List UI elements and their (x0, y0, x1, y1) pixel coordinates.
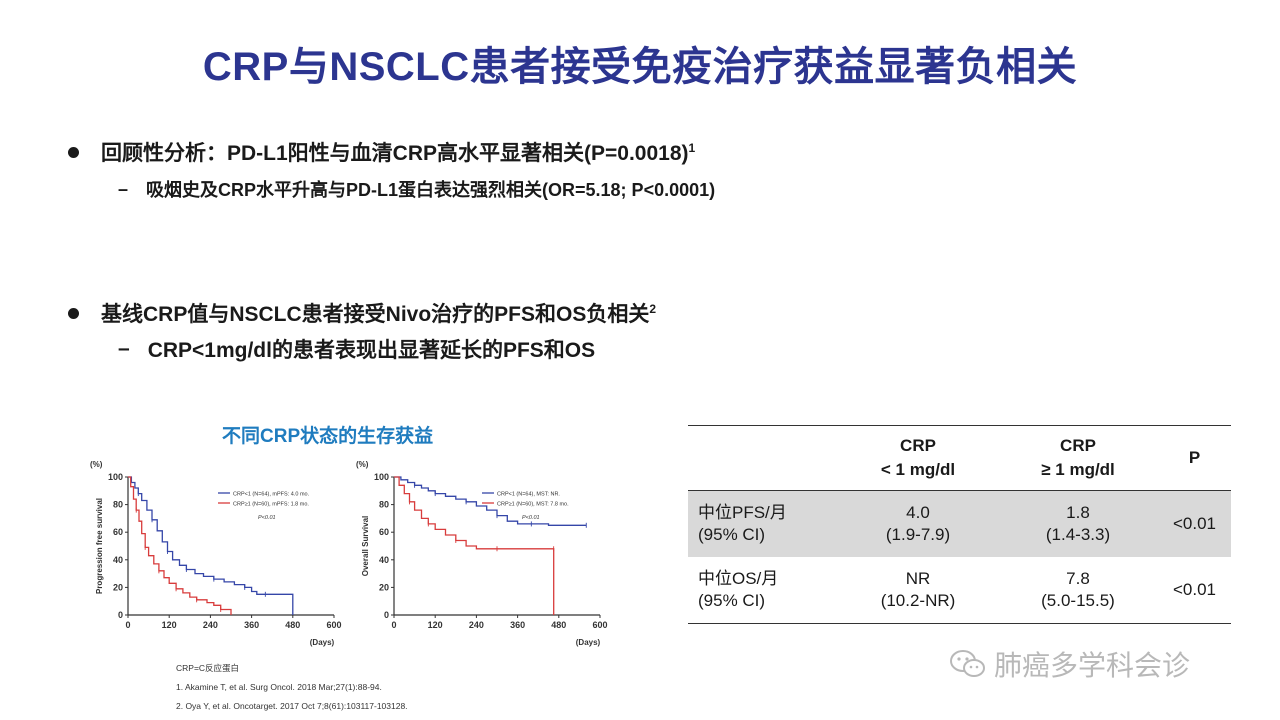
legend-entry: CRP<1 (N=64), mPFS: 4.0 mo. (233, 492, 310, 498)
y-tick-label: 0 (384, 610, 389, 620)
bullet-2-text: 基线CRP值与NSCLC患者接受Nivo治疗的PFS和OS负相关2 (101, 302, 657, 326)
results-table: CRP < 1 mg/dl CRP ≥ 1 mg/dl P 中位PFS/月 (95% … (688, 425, 1231, 624)
dash-icon: – (118, 337, 130, 360)
table-cell: 7.8 (5.0-15.5) (998, 557, 1158, 624)
footnote-ref-1: 1. Akamine T, et al. Surg Oncol. 2018 Ma… (176, 682, 382, 692)
table-header-cell (688, 425, 838, 491)
table-cell: NR (10.2-NR) (838, 557, 998, 624)
table-header-cell: P (1158, 425, 1231, 491)
y-tick-label: 20 (379, 582, 389, 592)
x-tick-label: 480 (285, 620, 300, 630)
legend-entry: CRP≥1 (N=60), MST: 7.8 mo. (497, 502, 569, 508)
x-tick-label: 120 (162, 620, 177, 630)
bullet-2: 基线CRP值与NSCLC患者接受Nivo治疗的PFS和OS负相关2 (68, 298, 656, 328)
footnotes: CRP=C反应蛋白 1. Akamine T, et al. Surg Onco… (176, 659, 408, 716)
x-tick-label: 480 (551, 620, 566, 630)
x-tick-label: 360 (244, 620, 259, 630)
table-header-cell: CRP < 1 mg/dl (838, 425, 998, 491)
footnote-abbrev: CRP=C反应蛋白 (176, 663, 240, 673)
y-axis-label: Overall Survival (361, 516, 370, 576)
table-row: 中位OS/月 (95% CI) NR (10.2-NR) 7.8 (5.0-15.5)… (688, 557, 1231, 624)
page-title: CRP与NSCLC患者接受免疫治疗获益显著负相关 (202, 45, 1078, 89)
bullet-2-sub: – CRP<1mg/dl的患者表现出显著延长的PFS和OS (118, 334, 595, 364)
y-axis-label: Progression free survival (95, 498, 104, 594)
y-unit-label: (%) (90, 460, 103, 469)
x-tick-label: 0 (125, 620, 130, 630)
p-value-annotation: P<0.01 (522, 515, 540, 521)
y-tick-label: 40 (113, 555, 123, 565)
watermark: 肺癌多学科会诊 (948, 644, 1190, 684)
y-tick-label: 100 (108, 472, 123, 482)
x-tick-label: 120 (428, 620, 443, 630)
series-line-1 (128, 476, 232, 615)
km-title: 不同CRP状态的生存获益 (222, 426, 434, 447)
bullet-2-sub-text: CRP<1mg/dl的患者表现出显著延长的PFS和OS (147, 339, 596, 362)
y-unit-label: (%) (356, 460, 369, 469)
y-tick-label: 60 (379, 527, 389, 537)
pfs-km-chart: (%) 0 20 40 60 80 100 0 120 240 360 480 600 (Days) Pro… (90, 460, 342, 647)
y-tick-label: 40 (379, 555, 389, 565)
bullet-dot-icon (68, 307, 79, 319)
bullet-1: 回顾性分析：PD-L1阳性与血清CRP高水平显著相关(P=0.0018)1 (68, 137, 695, 167)
footnote-ref-2: 2. Oya Y, et al. Oncotarget. 2017 Oct 7;… (176, 701, 408, 711)
x-tick-label: 600 (326, 620, 341, 630)
y-tick-label: 100 (374, 472, 389, 482)
table-header-row: CRP < 1 mg/dl CRP ≥ 1 mg/dl P (688, 425, 1231, 491)
p-value-annotation: P<0.01 (258, 515, 276, 521)
table-cell: 1.8 (1.4-3.3) (998, 490, 1158, 557)
bullet-1-text: 回顾性分析：PD-L1阳性与血清CRP高水平显著相关(P=0.0018)1 (101, 141, 696, 165)
bullet-1-sub: – 吸烟史及CRP水平升高与PD-L1蛋白表达强烈相关(OR=5.18; P<0… (118, 176, 715, 202)
series-line-0 (128, 476, 294, 615)
y-tick-label: 0 (118, 610, 123, 620)
y-tick-label: 80 (113, 500, 123, 510)
legend-entry: CRP<1 (N=64), MST: NR. (497, 492, 560, 498)
x-unit-label: (Days) (576, 638, 601, 647)
x-tick-label: 0 (391, 620, 396, 630)
table-cell: 中位OS/月 (95% CI) (688, 557, 838, 624)
os-km-chart: (%) 0 20 40 60 80 100 0 120 240 360 480 600 (Days) Ove… (356, 460, 608, 647)
wechat-icon (950, 650, 985, 677)
x-tick-label: 360 (510, 620, 525, 630)
bullet-1-sub-text: 吸烟史及CRP水平升高与PD-L1蛋白表达强烈相关(OR=5.18; P<0.0… (146, 180, 716, 200)
x-tick-label: 240 (469, 620, 484, 630)
table-cell: 中位PFS/月 (95% CI) (688, 490, 838, 557)
dash-icon: – (118, 178, 129, 199)
bullet-dot-icon (68, 146, 79, 158)
x-tick-label: 240 (203, 620, 218, 630)
watermark-text: 肺癌多学科会诊 (994, 650, 1191, 681)
table-cell: <0.01 (1158, 557, 1231, 624)
table-cell: 4.0 (1.9-7.9) (838, 490, 998, 557)
table-cell: <0.01 (1158, 490, 1231, 557)
x-tick-label: 600 (592, 620, 607, 630)
legend-entry: CRP≥1 (N=60), mPFS: 1.8 mo. (233, 502, 309, 508)
table-header-cell: CRP ≥ 1 mg/dl (998, 425, 1158, 491)
y-tick-label: 60 (113, 527, 123, 537)
y-tick-label: 20 (113, 582, 123, 592)
table-row: 中位PFS/月 (95% CI) 4.0 (1.9-7.9) 1.8 (1.4-3.3… (688, 490, 1231, 557)
y-tick-label: 80 (379, 500, 389, 510)
series-line-1 (394, 476, 555, 615)
x-unit-label: (Days) (310, 638, 335, 647)
